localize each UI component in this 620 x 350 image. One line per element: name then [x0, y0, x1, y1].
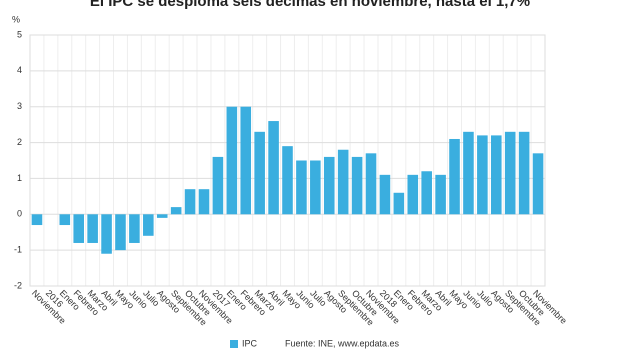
source-note: Fuente: INE, www.epdata.es: [285, 338, 400, 348]
bar: [365, 153, 377, 215]
bar: [490, 135, 502, 215]
bar: [296, 160, 307, 215]
bar: [310, 160, 321, 215]
y-axis-label: %: [12, 14, 20, 24]
bar: [59, 214, 71, 226]
bar: [212, 156, 224, 215]
bar: [73, 214, 85, 243]
y-tick-label: -2: [14, 280, 22, 290]
bar: [268, 121, 279, 215]
bar: [31, 214, 43, 226]
bar: [198, 189, 210, 215]
y-tick-label: 2: [17, 137, 22, 147]
legend-label: IPC: [242, 338, 258, 348]
bar: [184, 189, 196, 215]
y-tick-label: -1: [14, 245, 22, 255]
bar: [379, 174, 391, 215]
y-tick-label: 1: [17, 173, 22, 183]
bar: [115, 214, 126, 251]
bar: [240, 106, 252, 215]
bar: [337, 149, 349, 215]
bar: [170, 207, 182, 215]
y-tick-label: 0: [17, 209, 22, 219]
bar: [393, 192, 405, 215]
bar: [504, 131, 516, 215]
bar: [421, 171, 432, 215]
chart-title: El IPC se desploma seis décimas en novie…: [90, 0, 530, 10]
bar: [143, 214, 154, 236]
bar: [449, 138, 460, 215]
bar: [463, 131, 474, 215]
bar: [282, 146, 293, 215]
bar: [351, 156, 363, 215]
bar: [156, 214, 168, 218]
bar: [129, 214, 140, 243]
bar: [87, 214, 98, 243]
legend-swatch: [230, 340, 238, 348]
bar: [532, 153, 544, 215]
bar: [477, 135, 488, 215]
bar: [226, 106, 238, 215]
bar: [254, 131, 265, 215]
y-tick-label: 3: [17, 101, 22, 111]
y-tick-label: 5: [17, 29, 22, 39]
bar: [101, 214, 112, 254]
bar: [407, 174, 419, 215]
y-tick-label: 4: [17, 65, 22, 75]
bar: [323, 156, 335, 215]
bar: [435, 174, 446, 215]
bar: [518, 131, 530, 215]
